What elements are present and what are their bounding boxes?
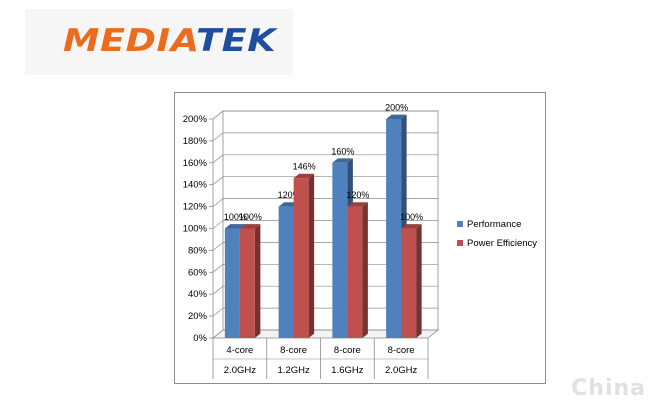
logo-part-media: MEDIA [63, 23, 197, 59]
x-tick-label: 1.2GHz [278, 365, 310, 376]
bar-side [416, 224, 422, 338]
data-label: 160% [331, 146, 354, 156]
legend-swatch [457, 240, 463, 246]
y-tick-label: 160% [183, 158, 208, 169]
gridline-side [212, 110, 224, 120]
y-tick-label: 60% [188, 267, 208, 278]
mediatek-logo: MEDIATEK [63, 23, 276, 59]
bar-top [224, 224, 246, 229]
y-tick-label: 200% [183, 114, 208, 125]
y-tick-label: 120% [183, 202, 208, 213]
data-label: 120% [346, 190, 369, 200]
bar-top [332, 158, 353, 163]
gridline-side [212, 307, 224, 317]
watermark: China [571, 376, 646, 401]
gridline-side [212, 242, 224, 251]
gridline-side [212, 329, 224, 339]
y-tick-label: 0% [193, 333, 207, 344]
gridline-side [212, 285, 224, 295]
y-tick-label: 20% [188, 311, 208, 322]
bar-chart: 0% 20% 40% 60% 80% 100% 120% 140% 160% 180% 200% 10… [183, 103, 537, 379]
x-tick-label: 1.6GHz [331, 365, 363, 376]
data-label: 100% [224, 212, 247, 222]
legend-label: Power Efficiency [467, 238, 537, 249]
gridline-side [212, 264, 224, 273]
y-tick-label: 140% [183, 180, 208, 191]
x-tick-label: 8-core [280, 345, 307, 356]
bar [278, 206, 294, 338]
gridline-side [212, 154, 224, 164]
bar-top [347, 202, 368, 207]
data-label: 100% [400, 212, 423, 222]
gridline-side [212, 220, 224, 229]
bar [347, 206, 363, 338]
data-label: 146% [293, 162, 316, 172]
bar-top [239, 224, 261, 229]
x-tick-label: 8-core [334, 345, 361, 356]
logo-part-tek: TEK [196, 23, 277, 59]
bar [332, 162, 348, 338]
bar [293, 178, 309, 338]
y-tick-label: 100% [183, 224, 208, 235]
x-tick-label: 2.0GHz [224, 365, 256, 376]
x-tick-label: 2.0GHz [385, 365, 417, 376]
chart-frame: 0% 20% 40% 60% 80% 100% 120% 140% 160% 180% 200% 10… [174, 92, 546, 384]
bar [224, 228, 240, 338]
bar-top [386, 114, 407, 119]
y-tick-label: 40% [188, 289, 208, 300]
bar-top [293, 173, 315, 179]
bar-side [254, 224, 261, 338]
gridline-side [212, 198, 224, 207]
data-label: 100% [239, 212, 262, 222]
bar-side [362, 202, 368, 338]
bar [239, 228, 255, 338]
x-tick-label: 4-core [226, 345, 253, 356]
bar [401, 228, 417, 338]
legend-swatch [457, 221, 463, 227]
bar-side [308, 173, 315, 338]
bar [386, 119, 402, 338]
bar-top [401, 224, 422, 229]
gridline-side [212, 176, 224, 185]
logo-panel: MEDIATEK [25, 9, 293, 75]
y-tick-label: 80% [188, 245, 208, 256]
gridline-side [212, 132, 224, 142]
data-label: 120% [278, 190, 301, 200]
y-tick-label: 180% [183, 136, 208, 147]
data-label: 200% [385, 103, 408, 113]
x-tick-label: 8-core [388, 345, 415, 356]
legend-label: Performance [467, 219, 521, 230]
